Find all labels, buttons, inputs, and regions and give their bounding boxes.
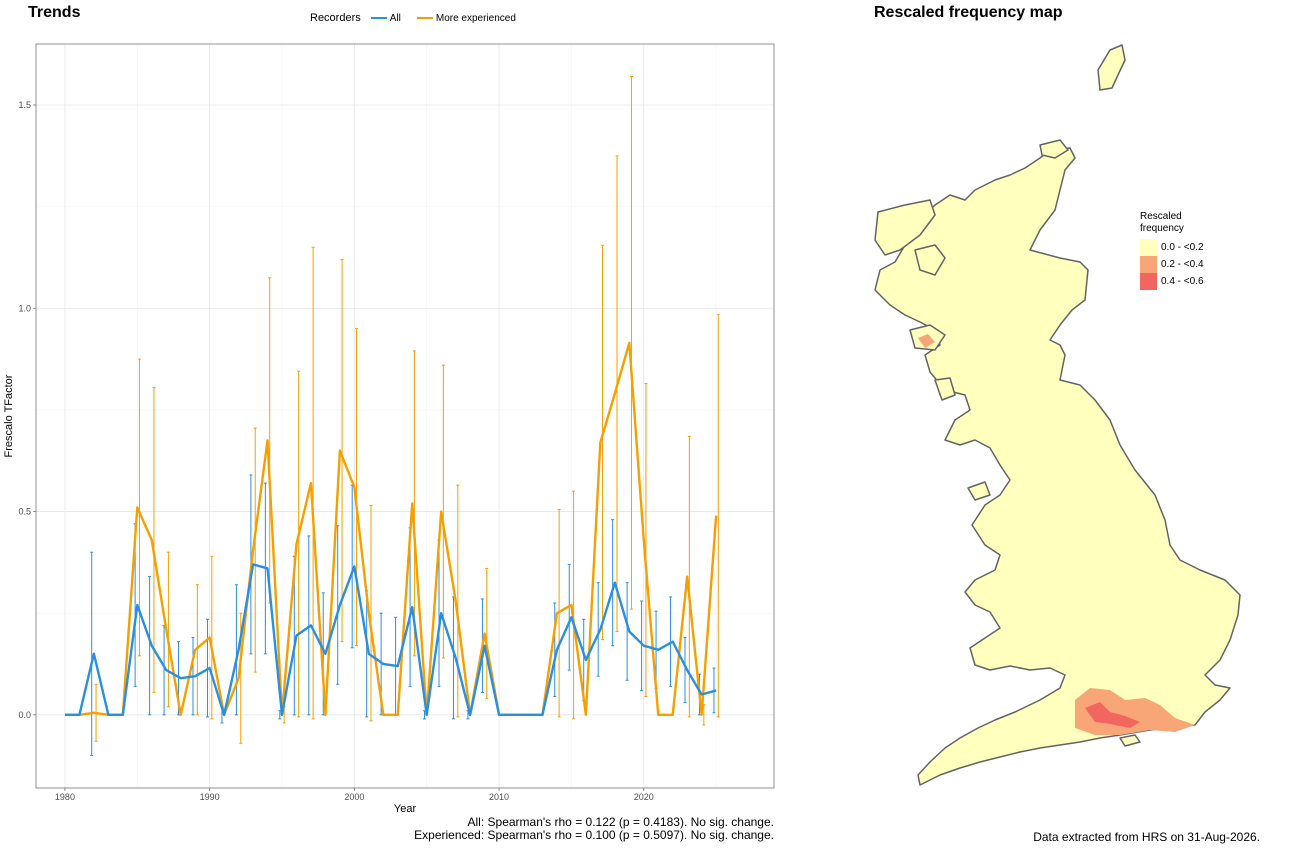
island-anglesey bbox=[967, 481, 991, 501]
series-line-experienced bbox=[64, 341, 718, 717]
x-tick-label: 2010 bbox=[489, 792, 509, 802]
x-tick-label: 1990 bbox=[200, 792, 220, 802]
map-legend-title-line1: Rescaled bbox=[1140, 211, 1182, 222]
swatch-1 bbox=[1140, 256, 1157, 273]
frequency-map bbox=[874, 44, 1241, 786]
stats-all: All: Spearman's rho = 0.122 (p = 0.4183)… bbox=[467, 815, 774, 829]
x-axis-label: Year bbox=[394, 803, 417, 815]
map-legend-title: Rescaled frequency bbox=[1140, 211, 1204, 235]
legend-key-all bbox=[370, 17, 387, 19]
swatch-0 bbox=[1140, 239, 1157, 256]
patch-0-4 bbox=[1085, 702, 1140, 728]
gb-outline bbox=[874, 44, 1241, 786]
map-legend-row-2: 0.4 - <0.6 bbox=[1140, 273, 1204, 290]
data-source-footer: Data extracted from HRS on 31-Aug-2026. bbox=[1033, 830, 1260, 844]
map-legend-row-0: 0.0 - <0.2 bbox=[1140, 239, 1204, 256]
x-tick-label: 1980 bbox=[55, 792, 75, 802]
stats-text: All: Spearman's rho = 0.122 (p = 0.4183)… bbox=[414, 816, 774, 842]
y-tick-label: 1.5 bbox=[18, 100, 31, 110]
y-tick-label: 1.0 bbox=[18, 303, 31, 313]
map-legend-label-2: 0.4 - <0.6 bbox=[1161, 276, 1204, 287]
map-legend-label-1: 0.2 - <0.4 bbox=[1161, 259, 1204, 270]
x-tick-label: 2020 bbox=[634, 792, 654, 802]
island-shetland bbox=[1097, 44, 1126, 91]
map-legend-row-1: 0.2 - <0.4 bbox=[1140, 256, 1204, 273]
patch-scot bbox=[918, 334, 935, 348]
island-orkney bbox=[1039, 139, 1069, 159]
map-legend-title-line2: frequency bbox=[1140, 223, 1184, 234]
y-tick-label: 0.0 bbox=[18, 710, 31, 720]
y-axis-label: Frescalo TFactor bbox=[3, 374, 15, 457]
island-skye bbox=[914, 244, 946, 276]
legend-item-all: All bbox=[370, 12, 401, 24]
map-legend-label-0: 0.0 - <0.2 bbox=[1161, 242, 1204, 253]
legend-item-experienced: More experienced bbox=[416, 12, 516, 24]
trends-title: Trends bbox=[28, 4, 81, 21]
frequency-patches bbox=[918, 334, 1195, 735]
series-line-all bbox=[64, 563, 717, 717]
legend-key-experienced bbox=[416, 17, 433, 19]
chart-legend: Recorders All More experienced bbox=[310, 12, 526, 24]
island-lewis bbox=[874, 199, 936, 256]
panel-border bbox=[35, 43, 775, 789]
map-title: Rescaled frequency map bbox=[874, 4, 1063, 21]
map-legend: Rescaled frequency 0.0 - <0.2 0.2 - <0.4… bbox=[1140, 211, 1204, 290]
y-tick-label: 0.5 bbox=[18, 507, 31, 517]
island-islay bbox=[934, 377, 956, 401]
stats-experienced: Experienced: Spearman's rho = 0.100 (p =… bbox=[414, 828, 774, 842]
swatch-2 bbox=[1140, 273, 1157, 290]
x-tick-label: 2000 bbox=[344, 792, 364, 802]
trends-chart: 0.0 0.5 1.0 1.5 1980 1990 2000 2010 2020 Year Fres… bbox=[3, 43, 775, 815]
legend-label-all: All bbox=[389, 12, 401, 24]
legend-title: Recorders bbox=[310, 12, 361, 24]
legend-label-experienced: More experienced bbox=[435, 12, 516, 24]
island-wight bbox=[1119, 734, 1141, 747]
